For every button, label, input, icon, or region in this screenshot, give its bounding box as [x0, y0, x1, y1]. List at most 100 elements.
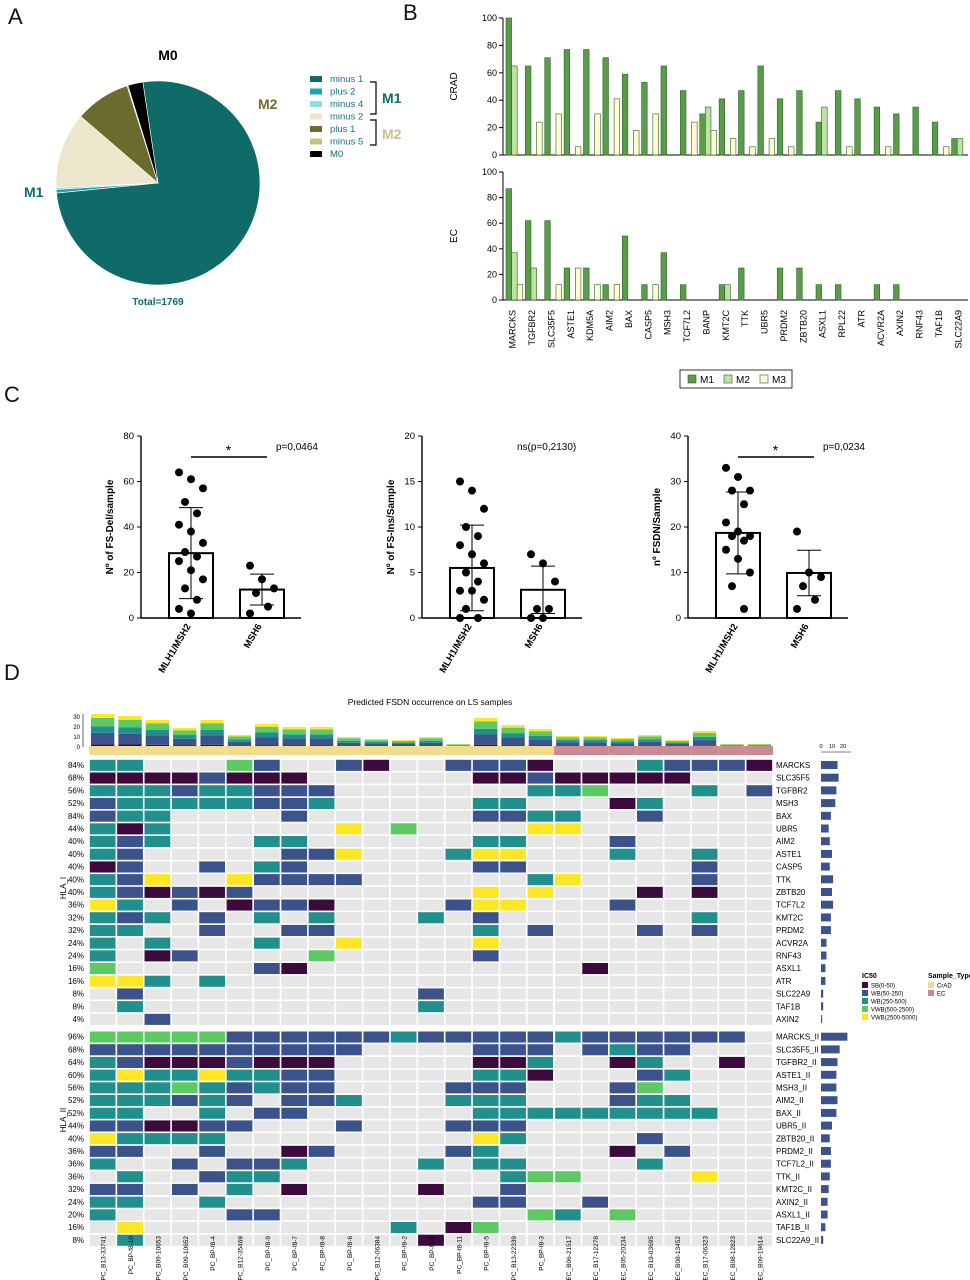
- d-cell-32-9: [335, 1170, 363, 1183]
- d-sample-label-23: EC_B08-12823: [730, 1236, 737, 1280]
- d-cell-37-1: [116, 1234, 144, 1247]
- d-row-bar-15: [821, 951, 827, 960]
- d-cell-16-3: [171, 962, 199, 975]
- d-cell-35-16: [526, 1208, 554, 1221]
- d-cell-17-2: [143, 975, 171, 988]
- d-cell-35-20: [636, 1208, 664, 1221]
- d-cell-36-18: [581, 1221, 609, 1234]
- d-cell-28-18: [581, 1119, 609, 1133]
- d-type-cell-23: [718, 746, 746, 755]
- d-type-cell-8: [307, 746, 336, 755]
- d-row-pct-35: 20%: [68, 1211, 84, 1220]
- d-row-gene-17: ATR: [776, 977, 792, 986]
- d-col-total-15-1: [501, 737, 525, 746]
- d-cell-32-5: [226, 1170, 253, 1183]
- d-cell-6-11: [390, 835, 418, 848]
- d-cell-34-14: [472, 1196, 500, 1209]
- b-bar-0-M3-19: [885, 146, 892, 156]
- d-cell-26-10: [362, 1094, 390, 1107]
- c-point-1-1-2: [551, 577, 559, 586]
- d-cell-29-3: [171, 1132, 199, 1145]
- d-cell-9-8: [308, 873, 336, 886]
- d-cell-2-22: [691, 784, 719, 797]
- c-point-0-0-15: [175, 604, 183, 613]
- d-cell-3-18: [581, 797, 609, 810]
- d-cell-14-0: [89, 936, 117, 950]
- d-col-total-7-1: [282, 738, 306, 746]
- d-cell-18-13: [444, 987, 472, 1001]
- d-col-total-8-1: [309, 738, 334, 746]
- d-cell-11-21: [663, 898, 691, 912]
- d-cell-21-22: [691, 1030, 719, 1044]
- c-ytick-label-2-20: 20: [670, 522, 681, 533]
- d-col-total-23-3: [720, 744, 744, 746]
- d-row-bar-1: [821, 773, 839, 782]
- d-row-pct-16: 16%: [68, 964, 84, 973]
- d-cell-33-17: [554, 1183, 582, 1196]
- d-col-total-1-1: [118, 733, 142, 745]
- d-cell-15-17: [554, 949, 582, 962]
- d-cell-37-23: [718, 1234, 746, 1247]
- d-cell-0-1: [116, 759, 144, 772]
- d-cell-1-3: [171, 771, 199, 785]
- d-cell-32-16: [526, 1170, 554, 1183]
- b-bar-0-M3-1: [536, 121, 543, 156]
- d-row-gene-30: PRDM2_II: [776, 1147, 813, 1156]
- d-cell-9-15: [499, 873, 527, 886]
- d-sample-label-6: PC_BP-f8-9: [265, 1236, 272, 1271]
- legend-swatch-4: [310, 126, 322, 132]
- d-row-bar-27: [821, 1108, 837, 1117]
- d-row-pct-37: 8%: [72, 1236, 84, 1245]
- d-col-total-4-1: [200, 735, 224, 745]
- b-bar-0-M1-12: [738, 90, 745, 156]
- b-ytick-label-0-40: 40: [487, 95, 497, 105]
- b-bar-0-M1-4: [583, 49, 590, 156]
- d-cell-31-12: [417, 1157, 445, 1171]
- d-cell-30-13: [444, 1145, 472, 1158]
- d-sample-label-11: PC_BP-f8-2: [402, 1236, 409, 1271]
- d-col-total-7-2: [282, 734, 306, 739]
- c-point-1-1-1: [539, 559, 547, 568]
- b-legend-box: [679, 369, 793, 389]
- c-point-1-0-12: [480, 595, 488, 604]
- d-cell-32-7: [280, 1170, 308, 1183]
- d-row-bar-30: [821, 1147, 831, 1155]
- d-type-cell-7: [280, 746, 308, 755]
- d-cell-27-11: [390, 1107, 418, 1120]
- d-col-total-2-2: [145, 729, 170, 736]
- d-cell-36-5: [226, 1221, 253, 1234]
- d-col-total-11-3: [391, 740, 416, 743]
- d-cell-29-24: [745, 1132, 773, 1145]
- d-cell-20-4: [198, 1013, 226, 1026]
- d-cell-19-23: [718, 1000, 746, 1013]
- d-row-bar-9: [821, 875, 834, 884]
- d-cell-1-20: [636, 771, 664, 785]
- d-cell-3-13: [444, 797, 472, 810]
- d-cell-4-10: [362, 809, 390, 823]
- d-cell-3-7: [280, 797, 308, 810]
- d-cell-7-10: [362, 848, 390, 861]
- d-cell-5-10: [362, 822, 390, 835]
- d-cell-23-2: [143, 1056, 171, 1069]
- d-row-bar-23: [821, 1058, 838, 1067]
- b-bar-0-M2-0: [511, 65, 518, 156]
- d-cell-3-0: [89, 797, 117, 810]
- d-cell-31-22: [691, 1157, 719, 1171]
- d-row-bar-28: [821, 1121, 832, 1130]
- d-cell-2-14: [472, 784, 500, 797]
- d-col-total-22-3: [692, 732, 717, 737]
- d-cell-26-14: [472, 1094, 500, 1107]
- d-cell-5-6: [253, 822, 281, 835]
- d-type-cell-10: [362, 746, 390, 755]
- d-row-gene-6: AIM2: [776, 837, 795, 846]
- d-col-total-9-4: [337, 737, 361, 739]
- d-cell-13-16: [526, 924, 554, 937]
- d-cell-8-0: [89, 860, 117, 874]
- d-cell-1-1: [116, 771, 144, 785]
- d-cell-1-0: [89, 771, 117, 785]
- d-cell-21-0: [89, 1030, 117, 1044]
- d-cell-5-20: [636, 822, 664, 835]
- d-cell-11-6: [253, 898, 281, 912]
- d-cell-24-22: [691, 1069, 719, 1082]
- d-cell-36-11: [390, 1221, 418, 1234]
